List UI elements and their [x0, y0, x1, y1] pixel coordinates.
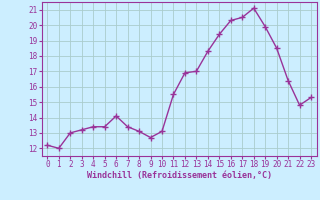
X-axis label: Windchill (Refroidissement éolien,°C): Windchill (Refroidissement éolien,°C)	[87, 171, 272, 180]
